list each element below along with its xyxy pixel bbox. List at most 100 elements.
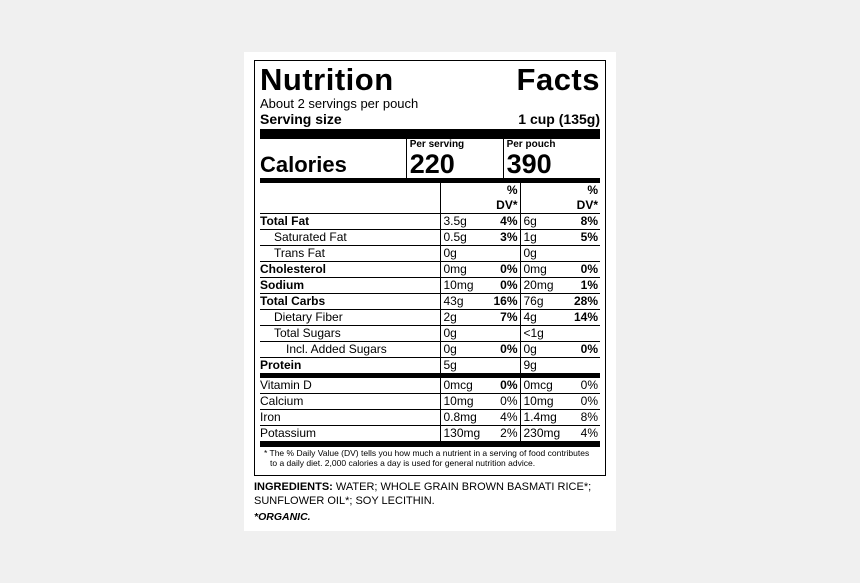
calories-per-pouch: 390	[503, 151, 600, 178]
nutrient-amount-pouch: <1g	[520, 326, 566, 342]
vitamin-amount-pouch: 1.4mg	[520, 410, 566, 426]
organic-note: *ORGANIC.	[254, 511, 606, 524]
nutrient-dv-pouch	[566, 326, 600, 342]
vitamin-dv-pouch: 4%	[566, 426, 600, 442]
vitamin-amount-pouch: 230mg	[520, 426, 566, 442]
nutrient-dv-pouch: 5%	[566, 230, 600, 246]
nutrient-amount-serving: 3.5g	[440, 214, 486, 230]
nutrient-dv-pouch: 28%	[566, 294, 600, 310]
nutrient-row: Total Carbs43g16%76g28%	[260, 294, 600, 310]
nutrient-label: Incl. Added Sugars	[260, 342, 440, 358]
nutrient-amount-serving: 0g	[440, 246, 486, 262]
nutrient-dv-pouch: 0%	[566, 262, 600, 278]
serving-size-label: Serving size	[260, 111, 342, 127]
vitamin-amount-pouch: 10mg	[520, 394, 566, 410]
nutrient-row: Cholesterol0mg0%0mg0%	[260, 262, 600, 278]
nutrition-label: Nutrition Facts About 2 servings per pou…	[254, 60, 606, 476]
nutrient-dv-serving: 4%	[486, 214, 520, 230]
vitamin-dv-serving: 0%	[486, 378, 520, 394]
nutrient-amount-pouch: 76g	[520, 294, 566, 310]
serving-size-value: 1 cup (135g)	[518, 111, 600, 127]
serving-size-row: Serving size 1 cup (135g)	[260, 111, 600, 127]
title-word-2: Facts	[517, 64, 600, 95]
nutrient-amount-pouch: 0mg	[520, 262, 566, 278]
calories-label: Calories	[260, 151, 406, 178]
vitamins-table: Vitamin D0mcg0%0mcg0%Calcium10mg0%10mg0%…	[260, 378, 600, 441]
nutrient-amount-serving: 2g	[440, 310, 486, 326]
nutrient-row: Trans Fat0g0g	[260, 246, 600, 262]
nutrient-dv-serving	[486, 246, 520, 262]
nutrient-amount-pouch: 1g	[520, 230, 566, 246]
nutrient-dv-pouch	[566, 358, 600, 374]
nutrient-dv-serving: 0%	[486, 342, 520, 358]
nutrient-label: Total Sugars	[260, 326, 440, 342]
nutrient-label: Cholesterol	[260, 262, 440, 278]
nutrient-amount-serving: 10mg	[440, 278, 486, 294]
nutrient-row: Protein5g 9g	[260, 358, 600, 374]
nutrient-row: Total Fat3.5g4%6g8%	[260, 214, 600, 230]
nutrient-label: Total Carbs	[260, 294, 440, 310]
vitamin-row: Calcium10mg0%10mg0%	[260, 394, 600, 410]
vitamin-amount-serving: 130mg	[440, 426, 486, 442]
nutrient-dv-serving: 0%	[486, 278, 520, 294]
nutrient-label: Sodium	[260, 278, 440, 294]
vitamin-dv-pouch: 0%	[566, 394, 600, 410]
nutrient-dv-serving: 3%	[486, 230, 520, 246]
title: Nutrition Facts	[260, 64, 600, 95]
calories-table: Per serving Per pouch Calories 220 390	[260, 139, 600, 178]
nutrient-label: Total Fat	[260, 214, 440, 230]
vitamin-dv-pouch: 8%	[566, 410, 600, 426]
nutrient-dv-serving: 0%	[486, 262, 520, 278]
nutrient-row: Sodium10mg0%20mg1%	[260, 278, 600, 294]
nutrient-label: Trans Fat	[260, 246, 440, 262]
vitamin-dv-serving: 4%	[486, 410, 520, 426]
nutrient-dv-serving	[486, 326, 520, 342]
footnote: * The % Daily Value (DV) tells you how m…	[260, 446, 600, 471]
nutrient-amount-serving: 43g	[440, 294, 486, 310]
nutrient-amount-pouch: 4g	[520, 310, 566, 326]
nutrient-dv-serving: 16%	[486, 294, 520, 310]
nutrient-amount-serving: 5g	[440, 358, 486, 374]
nutrient-amount-pouch: 0g	[520, 246, 566, 262]
nutrients-table: % DV* % DV* Total Fat3.5g4%6g8%Saturated…	[260, 183, 600, 373]
vitamin-dv-serving: 0%	[486, 394, 520, 410]
nutrient-dv-pouch: 14%	[566, 310, 600, 326]
calories-per-serving: 220	[406, 151, 503, 178]
vitamin-dv-serving: 2%	[486, 426, 520, 442]
nutrient-amount-serving: 0mg	[440, 262, 486, 278]
nutrient-row: Incl. Added Sugars0g0%0g0%	[260, 342, 600, 358]
nutrient-amount-pouch: 9g	[520, 358, 566, 374]
nutrient-row: Dietary Fiber2g7%4g14%	[260, 310, 600, 326]
nutrient-amount-pouch: 6g	[520, 214, 566, 230]
vitamin-row: Vitamin D0mcg0%0mcg0%	[260, 378, 600, 394]
ingredients: INGREDIENTS: WATER; WHOLE GRAIN BROWN BA…	[254, 481, 606, 525]
nutrient-label: Protein	[260, 358, 440, 374]
vitamin-amount-serving: 10mg	[440, 394, 486, 410]
nutrient-amount-serving: 0.5g	[440, 230, 486, 246]
vitamin-row: Iron0.8mg4%1.4mg8%	[260, 410, 600, 426]
nutrient-label: Saturated Fat	[260, 230, 440, 246]
title-word-1: Nutrition	[260, 64, 394, 95]
nutrient-label: Dietary Fiber	[260, 310, 440, 326]
nutrient-dv-pouch: 8%	[566, 214, 600, 230]
nutrient-row: Total Sugars0g <1g	[260, 326, 600, 342]
nutrient-amount-serving: 0g	[440, 326, 486, 342]
vitamin-label: Potassium	[260, 426, 440, 442]
vitamin-label: Calcium	[260, 394, 440, 410]
dv-header-1: % DV*	[486, 183, 520, 214]
vitamin-dv-pouch: 0%	[566, 378, 600, 394]
nutrient-dv-serving: 7%	[486, 310, 520, 326]
vitamin-label: Vitamin D	[260, 378, 440, 394]
nutrition-label-container: Nutrition Facts About 2 servings per pou…	[244, 52, 616, 530]
vitamin-amount-pouch: 0mcg	[520, 378, 566, 394]
nutrient-dv-serving	[486, 358, 520, 374]
servings-per-container: About 2 servings per pouch	[260, 96, 600, 111]
vitamin-amount-serving: 0.8mg	[440, 410, 486, 426]
nutrient-row: Saturated Fat0.5g3%1g5%	[260, 230, 600, 246]
nutrient-dv-pouch: 0%	[566, 342, 600, 358]
rule-thick-1	[260, 129, 600, 139]
ingredients-label: INGREDIENTS:	[254, 481, 333, 493]
nutrient-dv-pouch: 1%	[566, 278, 600, 294]
vitamin-label: Iron	[260, 410, 440, 426]
nutrient-amount-pouch: 20mg	[520, 278, 566, 294]
